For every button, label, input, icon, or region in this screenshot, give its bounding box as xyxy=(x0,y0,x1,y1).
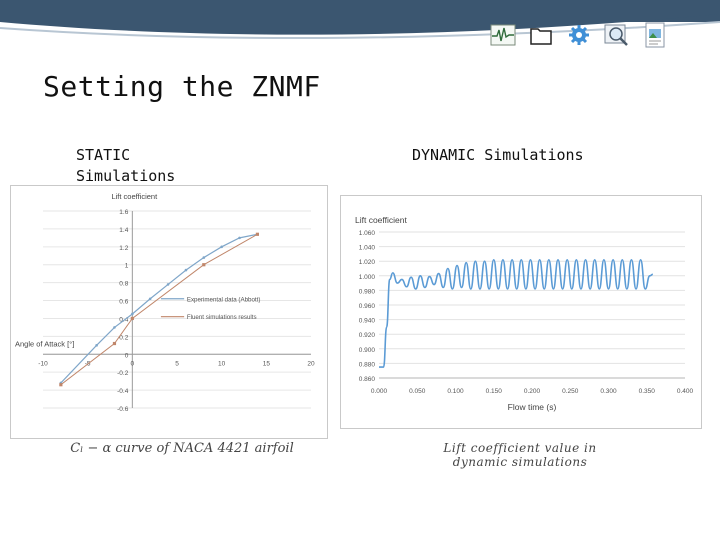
data-point xyxy=(255,232,259,236)
data-point xyxy=(131,312,134,316)
x-tick-label: 0.300 xyxy=(600,388,617,395)
dynamic-caption: Lift coefficient value in dynamic simula… xyxy=(400,441,640,469)
x-axis-title: Flow time (s) xyxy=(508,402,557,412)
x-tick-label: 15 xyxy=(263,360,271,367)
magnifier-icon[interactable] xyxy=(604,22,630,48)
x-tick-label: 0.000 xyxy=(371,388,388,395)
dynamic-heading: DYNAMIC Simulations xyxy=(412,146,584,164)
data-point xyxy=(113,326,116,329)
x-tick-label: 0.150 xyxy=(486,388,503,395)
x-tick-label: 0.050 xyxy=(409,388,426,395)
y-tick-label: 0.6 xyxy=(119,299,128,306)
slide-title: Setting the ZNMF xyxy=(43,70,321,103)
y-tick-label: 0.960 xyxy=(359,303,376,310)
y-tick-label: 0.8 xyxy=(119,281,128,288)
y-axis-title: Lift coefficient xyxy=(111,192,158,201)
y-tick-label: 1.000 xyxy=(359,274,376,281)
y-tick-label: 1.060 xyxy=(359,230,376,237)
y-tick-label: 1.4 xyxy=(119,227,128,234)
data-point xyxy=(184,268,188,272)
data-point xyxy=(220,245,223,249)
y-tick-label: 1.020 xyxy=(359,259,376,266)
x-tick-label: 0.200 xyxy=(524,388,541,395)
dynamic-caption-line2: dynamic simulations xyxy=(452,455,588,469)
x-tick-label: 0.400 xyxy=(677,388,694,395)
y-tick-label: 1.6 xyxy=(119,209,128,216)
data-point xyxy=(166,283,170,286)
data-point xyxy=(130,316,134,321)
gear-icon[interactable] xyxy=(566,22,592,48)
y-tick-label: -0.4 xyxy=(117,388,129,395)
static-heading: STATIC Simulations xyxy=(76,145,175,187)
static-caption: Cₗ − α curve of NACA 4421 airfoil xyxy=(70,441,294,456)
y-tick-label: 0.920 xyxy=(359,332,376,339)
toolbar xyxy=(490,22,668,48)
y-tick-label: 0.860 xyxy=(359,376,376,383)
data-point xyxy=(202,263,206,267)
static-lift-chart: 1.61.41.210.80.60.40.20-0.2-0.4-0.6-10 -5… xyxy=(15,192,315,413)
legend-label: Experimental data (Abbott) xyxy=(187,296,261,303)
x-tick-label: 0 xyxy=(131,360,135,367)
data-point xyxy=(59,383,63,387)
y-tick-label: 1.2 xyxy=(119,245,128,252)
data-point xyxy=(148,297,152,301)
data-point xyxy=(238,236,241,240)
data-point xyxy=(95,344,98,347)
y-tick-label: -0.6 xyxy=(117,406,129,413)
y-tick-label: 0.900 xyxy=(359,347,376,354)
x-tick-label: 0.100 xyxy=(447,388,464,395)
y-tick-label: 0 xyxy=(125,352,129,359)
pulse-monitor-icon[interactable] xyxy=(490,22,516,48)
y-tick-label: -0.2 xyxy=(117,370,129,377)
y-tick-label: 0.980 xyxy=(359,288,376,295)
x-tick-label: 20 xyxy=(307,360,315,367)
folder-icon[interactable] xyxy=(528,22,554,48)
static-heading-line1: STATIC xyxy=(76,146,131,164)
y-tick-label: 1 xyxy=(125,263,129,270)
static-chart-panel: 1.6 1.4 1.2 1 0.8 0.6 0.4 0.2 0 -0.2 -0.4 -0.6 -10 -5… xyxy=(10,185,328,439)
x-tick-label: 0.350 xyxy=(639,388,656,395)
x-tick-label: 5 xyxy=(175,360,179,367)
document-image-icon[interactable] xyxy=(642,22,668,48)
y-tick-label: 0.880 xyxy=(359,361,376,368)
y-tick-label: 0.2 xyxy=(119,334,128,341)
x-tick-label: -10 xyxy=(38,360,48,367)
y-axis-title: Lift coefficient xyxy=(355,215,407,225)
x-axis-title: Angle of Attack [°] xyxy=(15,339,74,348)
data-point xyxy=(112,341,117,346)
legend-label: Fluent simulations results xyxy=(187,314,257,321)
data-point xyxy=(202,256,206,259)
y-tick-label: 1.040 xyxy=(359,245,376,252)
x-tick-label: 10 xyxy=(218,360,226,367)
static-heading-line2: Simulations xyxy=(76,167,176,185)
series-lift-line xyxy=(379,258,653,368)
series-fluent-line xyxy=(60,233,258,386)
dynamic-caption-line1: Lift coefficient value in xyxy=(443,441,597,455)
x-tick-label: 0.250 xyxy=(562,388,579,395)
dynamic-lift-chart: 1.060 1.040 1.020 1.000 0.980 0.960 0.940 0.920… xyxy=(355,215,694,412)
dynamic-chart-panel: 1.060 1.040 1.020 1.000 0.980 0.960 0.940 0.920… xyxy=(340,195,702,429)
y-tick-label: 0.940 xyxy=(359,318,376,325)
